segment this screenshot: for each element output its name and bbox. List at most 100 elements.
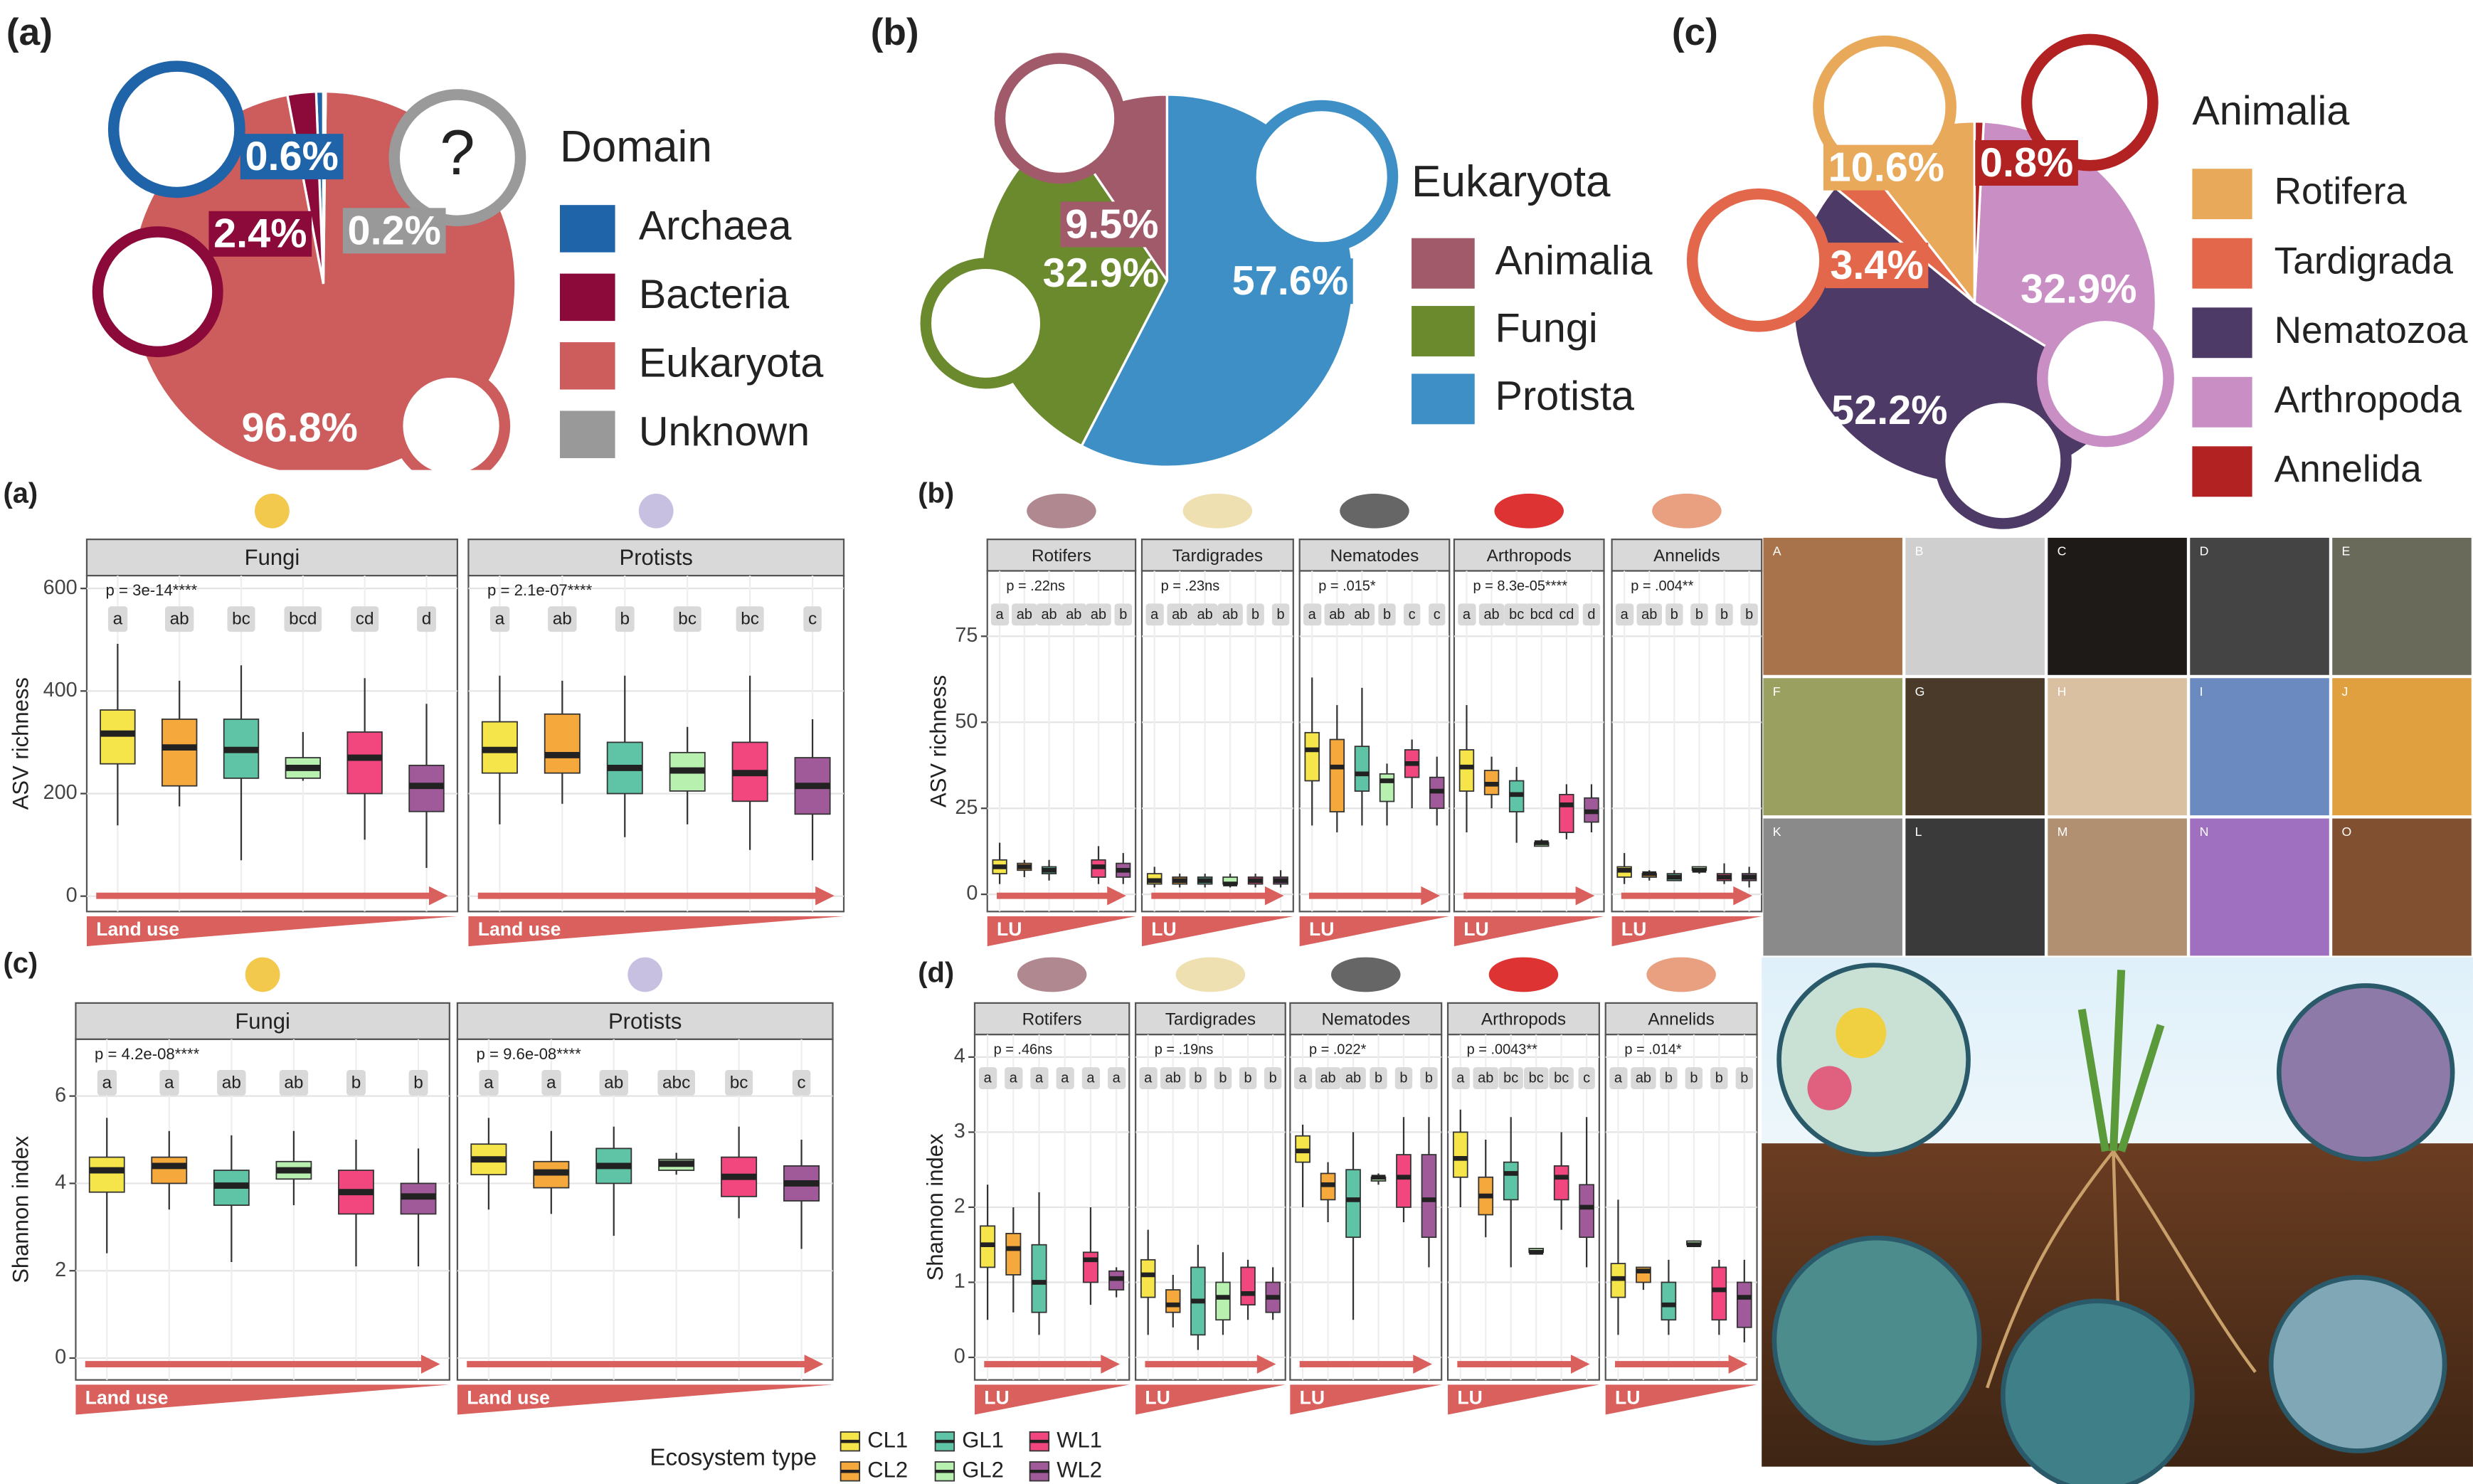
group-letter-box bbox=[1525, 603, 1558, 626]
group-letter-box bbox=[1217, 603, 1243, 626]
p-value: p = .014* bbox=[1624, 1042, 1682, 1058]
group-letter: a bbox=[984, 1071, 992, 1086]
land-use-wedge bbox=[1299, 916, 1450, 947]
y-tick-label: 6 bbox=[55, 1083, 66, 1106]
icon-ring bbox=[92, 226, 223, 358]
facet-title: Tardigrades bbox=[1172, 546, 1263, 566]
group-letter: ab bbox=[1354, 607, 1370, 622]
group-letter: b bbox=[1695, 607, 1703, 622]
y-tick-label: 3 bbox=[954, 1120, 965, 1143]
group-letter: ab bbox=[1017, 607, 1032, 622]
group-letter-box bbox=[1451, 1067, 1470, 1089]
group-letter-box bbox=[1114, 603, 1132, 626]
value-label: 2.4% bbox=[213, 211, 307, 257]
photo-label: A bbox=[1773, 544, 1781, 558]
facet-header bbox=[85, 539, 459, 577]
value-label-box bbox=[240, 134, 344, 180]
land-use-arrowhead bbox=[1421, 886, 1440, 906]
group-letter-box bbox=[1498, 1067, 1523, 1089]
group-letter: a bbox=[484, 1073, 494, 1092]
group-letter: b bbox=[1665, 1071, 1673, 1086]
box bbox=[1421, 1154, 1437, 1239]
facet-panel bbox=[1453, 570, 1605, 913]
group-letter-box bbox=[1264, 1067, 1282, 1089]
photo bbox=[2190, 537, 2329, 675]
group-letter-box bbox=[417, 606, 436, 632]
group-letter-box bbox=[657, 1069, 695, 1096]
group-letter: b bbox=[1269, 1071, 1277, 1086]
group-letter-box bbox=[1458, 603, 1476, 626]
legend-label: Rotifera bbox=[2275, 171, 2408, 213]
inset-circle bbox=[2268, 1275, 2447, 1453]
facet-title: Annelids bbox=[1653, 546, 1720, 566]
land-use-arrowhead bbox=[1101, 1355, 1120, 1374]
y-tick-label: 4 bbox=[55, 1171, 66, 1194]
group-letter: a bbox=[1061, 1071, 1069, 1086]
box bbox=[1240, 1266, 1256, 1306]
land-use-label: LU bbox=[1463, 918, 1488, 940]
value-label: 96.8% bbox=[242, 405, 358, 450]
group-letter: a bbox=[1113, 1071, 1121, 1086]
photo-label: M bbox=[2058, 825, 2068, 839]
icon-ring bbox=[107, 60, 245, 198]
group-letter-box bbox=[990, 603, 1010, 626]
y-tick-label: 50 bbox=[955, 710, 978, 733]
group-letter: b bbox=[1720, 607, 1728, 622]
value-label-box bbox=[1060, 201, 1164, 248]
group-letter-box bbox=[1666, 603, 1683, 626]
group-letter-box bbox=[1685, 1067, 1703, 1089]
group-letter-box bbox=[1403, 603, 1421, 626]
group-letter: ab bbox=[1091, 607, 1106, 622]
group-letter-box bbox=[1192, 603, 1218, 626]
group-letter: a bbox=[1308, 607, 1317, 622]
group-letter: ab bbox=[553, 610, 572, 629]
group-letter: bc bbox=[1529, 1071, 1544, 1086]
legend-label: Fungi bbox=[1495, 306, 1598, 351]
group-letter: ab bbox=[1478, 1071, 1493, 1086]
group-letter-box bbox=[346, 1069, 366, 1096]
legend-title: Eukaryota bbox=[1412, 157, 1611, 206]
box bbox=[1345, 1169, 1361, 1239]
box bbox=[151, 1156, 188, 1184]
y-tick-label: 1 bbox=[954, 1270, 965, 1293]
group-letter-box bbox=[159, 1069, 179, 1096]
photo bbox=[2332, 537, 2472, 675]
group-letter-box bbox=[279, 1069, 309, 1096]
legend-swatch bbox=[2192, 307, 2252, 359]
box bbox=[1140, 1258, 1156, 1298]
legend-label: GL1 bbox=[962, 1427, 1004, 1452]
group-letter: b bbox=[1277, 607, 1285, 622]
panel-label: (c) bbox=[3, 948, 38, 979]
facet-title: Rotifers bbox=[1032, 546, 1091, 566]
facet-title: Rotifers bbox=[1022, 1010, 1082, 1029]
group-letter: bc bbox=[232, 610, 250, 629]
photo bbox=[1763, 678, 1902, 816]
group-letter: b bbox=[1375, 1071, 1382, 1086]
group-letter-box bbox=[1036, 603, 1062, 626]
value-label-box bbox=[1227, 258, 1353, 304]
group-letter: c bbox=[1434, 607, 1441, 622]
land-use-wedge bbox=[975, 1384, 1130, 1415]
group-letter-box bbox=[803, 606, 822, 632]
land-use-wedge bbox=[86, 916, 457, 947]
facet-header bbox=[467, 539, 845, 577]
group-letter-box bbox=[1504, 603, 1529, 626]
group-letter-box bbox=[1370, 1067, 1387, 1089]
legend-label: WL2 bbox=[1057, 1457, 1102, 1482]
facet-icon bbox=[1494, 493, 1564, 529]
group-letter: b bbox=[1251, 607, 1259, 622]
group-letter-box bbox=[1005, 1067, 1023, 1089]
icon-ring bbox=[391, 366, 511, 470]
group-letter: ab bbox=[1222, 607, 1238, 622]
value-label-box bbox=[1825, 243, 1929, 289]
photo-label: O bbox=[2342, 825, 2352, 839]
legend-label: Bacteria bbox=[639, 272, 790, 317]
group-letter-box bbox=[1145, 603, 1164, 626]
legend-title: Ecosystem type bbox=[650, 1444, 817, 1470]
photo bbox=[1905, 678, 2045, 816]
land-use-label: LU bbox=[1621, 918, 1646, 940]
box bbox=[1165, 1289, 1181, 1313]
box bbox=[346, 731, 383, 795]
photo-label: B bbox=[1915, 544, 1924, 558]
p-value: p = 9.6e-08**** bbox=[477, 1045, 582, 1063]
